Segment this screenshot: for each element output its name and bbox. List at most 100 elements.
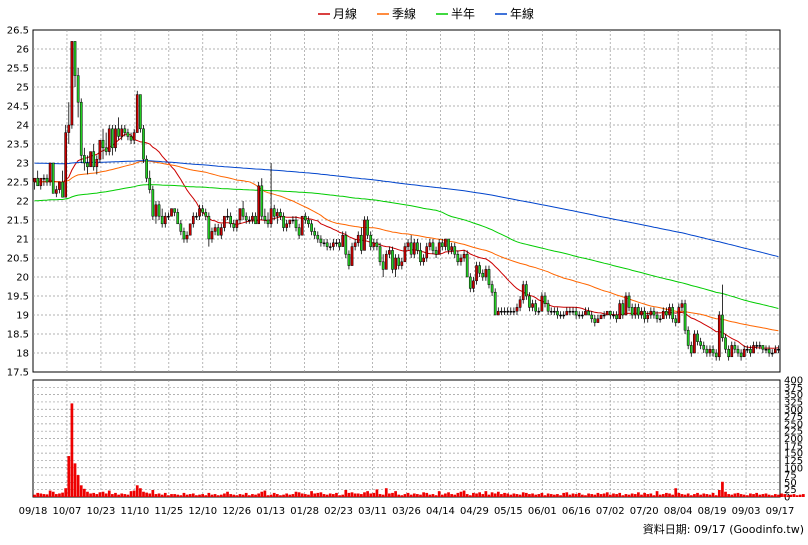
volume-bar [347, 492, 351, 497]
volume-bar [764, 493, 768, 497]
volume-bar [307, 494, 310, 497]
volume-bar [633, 494, 637, 497]
volume-bar [425, 492, 429, 497]
volume-tick-label: 300 [784, 405, 803, 416]
volume-bar [61, 492, 64, 497]
candle-body [577, 314, 581, 317]
volume-bar [596, 492, 600, 497]
volume-bar [733, 493, 737, 497]
volume-bar [518, 494, 522, 497]
volume-bar [450, 494, 453, 497]
volume-bar [727, 494, 730, 497]
volume-bar [272, 492, 276, 497]
volume-bar [509, 494, 513, 497]
candle-body [285, 223, 289, 228]
volume-bar [416, 494, 419, 497]
candle-body [254, 215, 257, 225]
volume-bar [394, 491, 397, 497]
price-tick-label: 17.5 [7, 368, 29, 379]
candle-body [45, 177, 49, 183]
x-tick-label: 11/10 [120, 506, 149, 517]
volume-tick-label: 100 [784, 463, 803, 474]
volume-bar [419, 494, 422, 497]
volume-bar [730, 494, 734, 497]
candle-body [615, 314, 618, 320]
volume-bar [216, 495, 220, 497]
volume-bar [668, 493, 671, 497]
volume-bar [643, 492, 646, 497]
candle-body [251, 215, 254, 221]
volume-bar [157, 493, 161, 497]
volume-bar [260, 491, 264, 497]
candle-body [135, 94, 139, 133]
volume-bar [422, 492, 425, 497]
volume-bar [89, 493, 92, 497]
candle-body [86, 162, 89, 168]
candle-body [89, 151, 92, 168]
volume-bar [693, 494, 696, 497]
candle-body [67, 124, 71, 133]
volume-bar [204, 495, 208, 497]
volume-bar [627, 494, 631, 497]
volume-bar [571, 493, 575, 497]
candle-body [114, 128, 117, 149]
candle-body [484, 269, 488, 278]
volume-bar [316, 492, 320, 497]
candle-body [428, 242, 432, 247]
volume-bar [434, 495, 438, 497]
volume-bar [689, 495, 693, 497]
candle-body [294, 219, 298, 228]
candle-body [736, 348, 740, 354]
volume-bar [33, 494, 36, 497]
volume-bar [104, 493, 108, 497]
candle-body [98, 139, 102, 160]
volume-bar [468, 495, 472, 497]
volume-tick-label: 75 [784, 471, 797, 482]
volume-bar [160, 494, 164, 497]
legend: 月線 季線 半年 年線 [318, 6, 534, 21]
volume-bar [83, 488, 86, 497]
volume-bar [48, 490, 52, 497]
volume-bar [322, 494, 326, 497]
candle-body [182, 231, 186, 240]
volume-bar [319, 492, 323, 497]
candle-body [531, 303, 534, 308]
volume-bar [506, 493, 510, 497]
candle-body [332, 242, 335, 247]
candle-body [64, 132, 68, 198]
candle-body [565, 310, 569, 316]
volume-bar [773, 494, 777, 497]
candle-body [431, 242, 435, 251]
candle-body [767, 348, 771, 354]
volume-tick-label: 325 [784, 397, 803, 408]
volume-bar [646, 494, 650, 497]
price-tick-label: 25.5 [7, 64, 29, 75]
candle-body [36, 177, 40, 187]
volume-bar [36, 492, 40, 497]
volume-tick-label: 375 [784, 383, 803, 394]
candle-body [749, 348, 752, 354]
candle-body [173, 208, 176, 213]
ma-line [34, 184, 779, 309]
candle-body [403, 246, 407, 263]
candle-body [61, 181, 64, 198]
x-tick-label: 09/17 [766, 506, 795, 517]
candle-body [490, 284, 494, 293]
volume-bar [637, 492, 640, 497]
candle-body [711, 348, 715, 354]
volume-bar [581, 494, 584, 497]
volume-tick-label: 125 [784, 456, 803, 467]
volume-bar [534, 494, 538, 497]
candle-body [465, 253, 469, 278]
candle-body [683, 303, 687, 331]
volume-bar [777, 494, 780, 497]
volume-bar [556, 494, 559, 497]
candle-body [310, 223, 313, 232]
price-panel: 17.5 18 18.5 19 19.5 20 20.5 21 21.5 22 22.5 23 23.5… [7, 26, 781, 379]
x-tick-label: 10/07 [53, 506, 82, 517]
candle-body [686, 329, 690, 346]
candle-body [618, 303, 622, 320]
candle-body [481, 272, 485, 278]
candle-body [244, 215, 248, 221]
